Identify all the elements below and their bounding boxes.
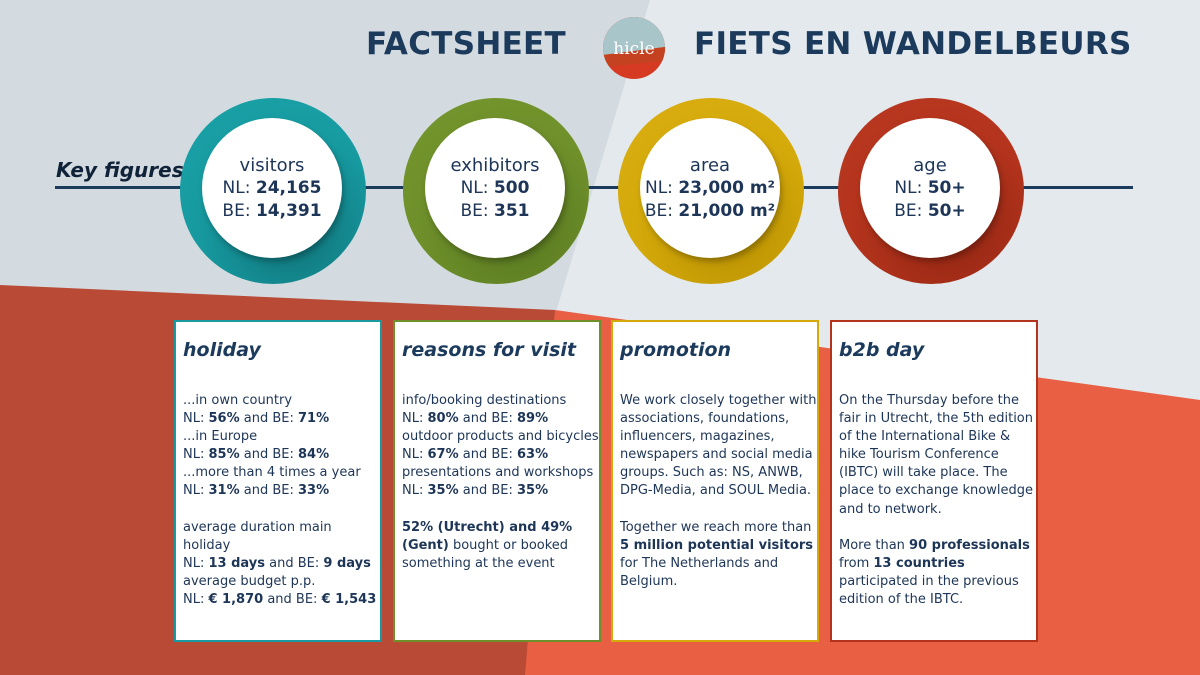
text-paragraph: Together we reach more than 5 million po… <box>620 519 814 589</box>
age-figure: age NL: 50+ BE: 50+ <box>838 98 1024 284</box>
be-label: BE: <box>644 200 674 221</box>
text-line: ...more than 4 times a year <box>183 465 361 481</box>
nl-value: 24,165 <box>255 177 322 198</box>
text-line: average budget p.p. <box>183 573 316 589</box>
text-line: NL: 13 days and BE: 9 days <box>183 555 371 571</box>
figure-caption: age <box>913 154 947 176</box>
text-line: 52% (Utrecht) and 49% (Gent) bought or b… <box>402 519 573 571</box>
nl-label: NL: <box>222 177 251 198</box>
card-title: promotion <box>620 339 732 361</box>
key-figures-label: Key figures <box>56 158 184 182</box>
text-line: average duration main holiday <box>183 519 332 553</box>
card-title: reasons for visit <box>402 339 576 361</box>
text-line: NL: 67% and BE: 63% <box>402 447 549 463</box>
card-body: We work closely together with associatio… <box>620 392 820 591</box>
text-paragraph: We work closely together with associatio… <box>620 393 817 499</box>
area-figure: area NL: 23,000 m² BE: 21,000 m² <box>618 98 804 284</box>
card-title: holiday <box>183 339 261 361</box>
nl-value: 23,000 m² <box>678 177 775 198</box>
card-title: b2b day <box>839 339 925 361</box>
text-line: NL: 80% and BE: 89% <box>402 411 549 427</box>
card-body: info/booking destinations NL: 80% and BE… <box>402 392 602 573</box>
text-line: NL: 56% and BE: 71% <box>183 411 330 427</box>
be-value: 50+ <box>927 200 966 221</box>
hicle-logo: hicle <box>603 17 665 79</box>
text-line: ...in own country <box>183 393 293 408</box>
text-line: outdoor products and bicycles <box>402 429 599 445</box>
text-line: presentations and workshops <box>402 465 594 481</box>
nl-value: 50+ <box>927 177 966 198</box>
exhibitors-figure: exhibitors NL: 500 BE: 351 <box>403 98 589 284</box>
text-line: ...in Europe <box>183 429 258 445</box>
fair-name-title: FIETS EN WANDELBEURS <box>694 26 1132 62</box>
be-label: BE: <box>460 200 489 221</box>
reasons-card: reasons for visit info/booking destinati… <box>393 320 601 642</box>
figure-caption: exhibitors <box>450 154 540 176</box>
nl-label: NL: <box>894 177 923 198</box>
holiday-card: holiday ...in own country NL: 56% and BE… <box>174 320 382 642</box>
text-paragraph: More than 90 professionals from 13 count… <box>839 537 1030 607</box>
be-value: 21,000 m² <box>678 200 776 221</box>
figure-caption: area <box>689 154 731 176</box>
nl-label: NL: <box>460 177 489 198</box>
figure-caption: visitors <box>239 154 305 176</box>
text-paragraph: On the Thursday before the fair in Utrec… <box>839 393 1034 517</box>
b2b-day-card: b2b day On the Thursday before the fair … <box>830 320 1038 642</box>
card-body: On the Thursday before the fair in Utrec… <box>839 392 1039 609</box>
visitors-figure: visitors NL: 24,165 BE: 14,391 <box>180 98 366 284</box>
timeline-line <box>55 186 1133 189</box>
text-line: NL: 31% and BE: 33% <box>183 483 330 499</box>
svg-text:hicle: hicle <box>613 39 654 59</box>
nl-value: 500 <box>493 177 530 198</box>
text-line: NL: 35% and BE: 35% <box>402 483 549 499</box>
be-label: BE: <box>222 200 251 221</box>
be-value: 14,391 <box>255 200 322 221</box>
nl-label: NL: <box>644 177 673 198</box>
text-line: NL: 85% and BE: 84% <box>183 447 330 463</box>
be-value: 351 <box>494 200 530 221</box>
promotion-card: promotion We work closely together with … <box>611 320 819 642</box>
text-line: NL: € 1,870 and BE: € 1,543 <box>183 591 377 607</box>
factsheet-title: FACTSHEET <box>366 26 566 62</box>
card-body: ...in own country NL: 56% and BE: 71% ..… <box>183 392 383 609</box>
be-label: BE: <box>894 200 923 221</box>
text-line: info/booking destinations <box>402 393 567 408</box>
